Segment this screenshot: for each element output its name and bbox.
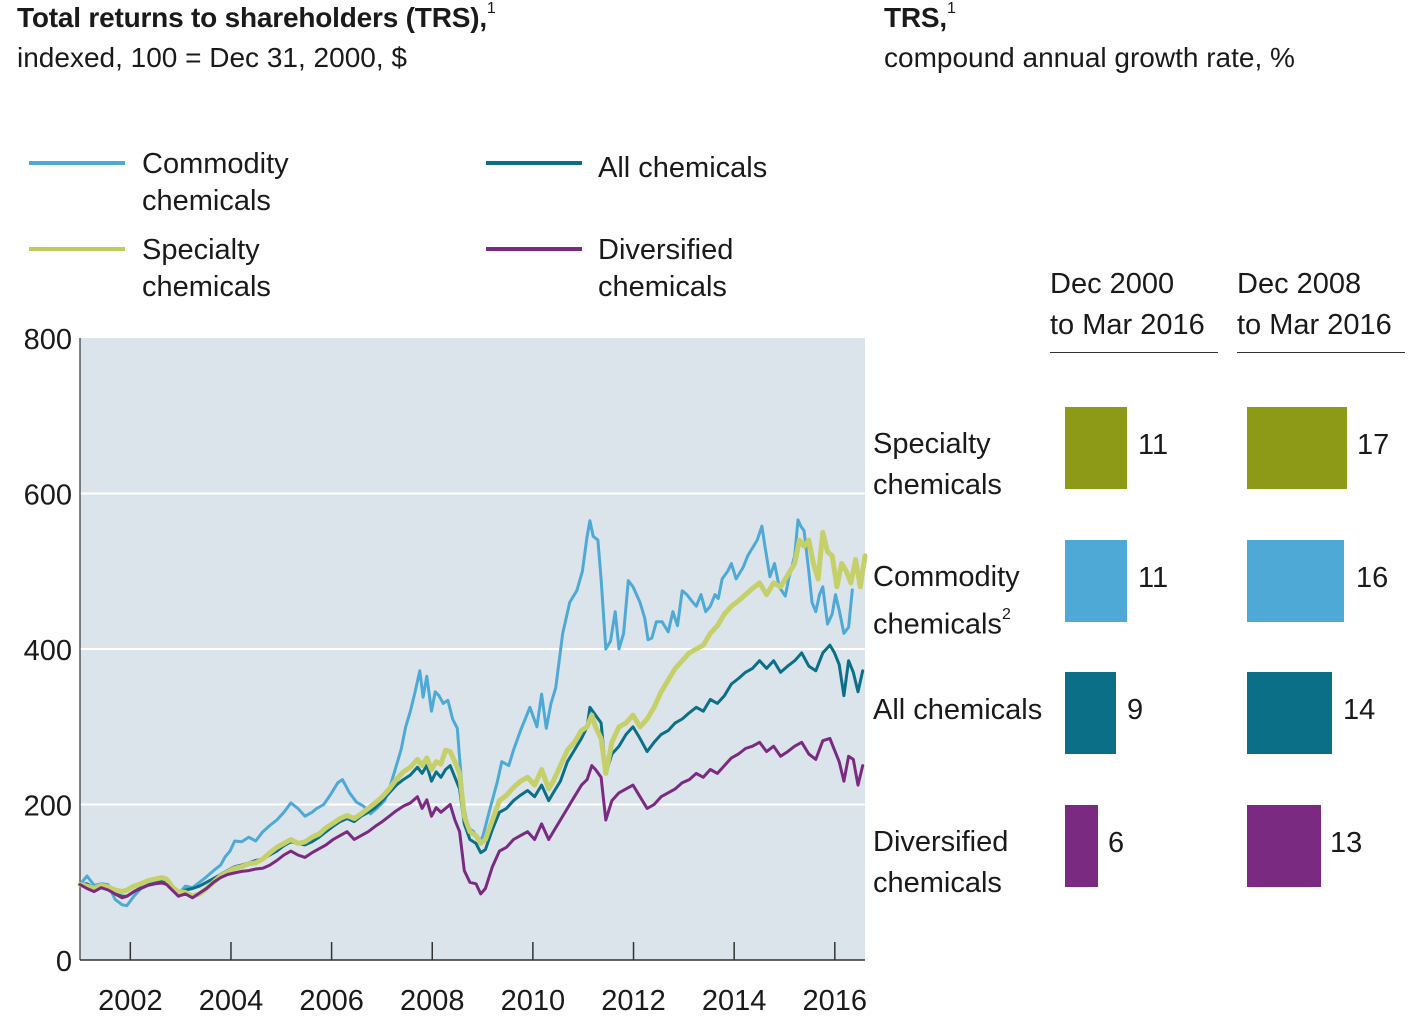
x-tick-label-2008: 2008	[400, 985, 465, 1017]
value-commodity-2000: 11	[1138, 562, 1169, 594]
legend-swatch-diversified	[486, 247, 582, 251]
legend-swatch-commodity	[29, 161, 125, 165]
chart-title-footnote: 1	[486, 0, 496, 17]
legend-label-specialty: Specialty chemicals	[142, 234, 271, 303]
bar-all-2008	[1247, 672, 1332, 754]
column-header-2008-2016: Dec 2008 to Mar 2016	[1237, 264, 1405, 353]
legend-swatch-specialty	[29, 247, 125, 251]
y-tick-label-0: 0	[56, 946, 72, 978]
series-line-diversified-chemicals	[78, 736, 865, 900]
x-tick-label-2010: 2010	[501, 985, 566, 1017]
x-tick-label-2002: 2002	[98, 985, 163, 1017]
y-tick-label-400: 400	[24, 635, 72, 667]
row-label-commodity: Commodity chemicals2	[873, 561, 1020, 641]
series-line-commodity-chemicals	[78, 518, 854, 908]
legend-label-commodity: Commodity chemicals	[142, 148, 289, 217]
table-title-text: TRS,	[884, 2, 947, 33]
x-tick-label-2004: 2004	[199, 985, 264, 1017]
table-title-footnote: 1	[946, 0, 956, 17]
legend-label-diversified: Diversified chemicals	[598, 234, 734, 303]
legend-swatch-all	[486, 161, 582, 165]
bar-commodity-2008	[1247, 540, 1344, 622]
row-label-specialty: Specialty chemicals	[873, 428, 1002, 501]
value-all-2000: 9	[1127, 694, 1144, 726]
value-diversified-2008: 13	[1330, 827, 1363, 859]
y-tick-label-200: 200	[24, 791, 72, 823]
value-commodity-2008: 16	[1356, 562, 1389, 594]
value-specialty-2000: 11	[1138, 429, 1169, 461]
bar-specialty-2008	[1247, 407, 1347, 489]
table-title: TRS,1	[884, 0, 956, 34]
x-tick-label-2014: 2014	[702, 985, 767, 1017]
table-subtitle: compound annual growth rate, %	[884, 42, 1295, 73]
series-line-all-chemicals	[78, 643, 865, 898]
bar-diversified-2000	[1065, 805, 1098, 887]
y-tick-label-800: 800	[24, 324, 72, 356]
chart-title: Total returns to shareholders (TRS),1	[17, 0, 496, 34]
bar-commodity-2000	[1065, 540, 1127, 622]
row-label-diversified: Diversified chemicals	[873, 826, 1009, 899]
row-label-all: All chemicals	[873, 694, 1043, 726]
value-diversified-2000: 6	[1108, 827, 1125, 859]
legend-label-all: All chemicals	[598, 152, 768, 184]
bar-diversified-2008	[1247, 805, 1321, 887]
bar-specialty-2000	[1065, 407, 1127, 489]
x-tick-label-2012: 2012	[601, 985, 666, 1017]
chart-subtitle: indexed, 100 = Dec 31, 2000, $	[17, 42, 407, 73]
bar-all-2000	[1065, 672, 1116, 754]
x-tick-label-2006: 2006	[299, 985, 364, 1017]
column-header-2000-2016: Dec 2000 to Mar 2016	[1050, 264, 1218, 353]
y-tick-label-600: 600	[24, 480, 72, 512]
line-chart: 0 200 400 600 800 2002 2004 2006 2008 2010 2012 201…	[24, 324, 868, 1017]
value-specialty-2008: 17	[1357, 429, 1390, 461]
chart-title-text: Total returns to shareholders (TRS),	[17, 2, 487, 33]
value-all-2008: 14	[1343, 694, 1376, 726]
x-tick-label-2016: 2016	[803, 985, 868, 1017]
